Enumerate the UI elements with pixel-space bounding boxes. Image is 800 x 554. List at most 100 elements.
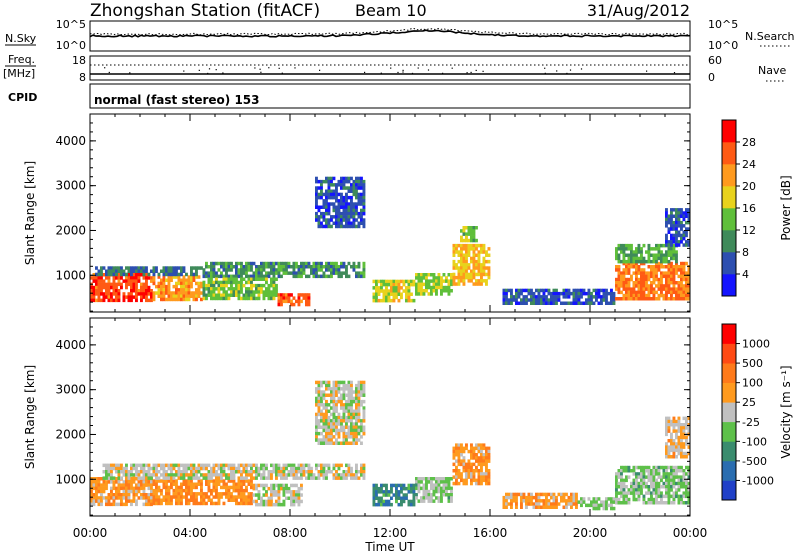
- power-cell: [682, 287, 686, 291]
- power-cell: [652, 281, 656, 285]
- power-cell: [617, 259, 621, 264]
- velocity-cell: [667, 439, 671, 443]
- velocity-cell: [457, 443, 461, 447]
- power-cell: [467, 279, 471, 283]
- velocity-cell: [327, 431, 331, 436]
- velocity-cell: [262, 486, 266, 491]
- power-cell: [300, 293, 303, 297]
- velocity-cell: [362, 383, 366, 388]
- velocity-cell: [290, 483, 293, 488]
- velocity-cell: [165, 482, 168, 486]
- velocity-cell: [185, 492, 188, 496]
- power-cell: [140, 282, 143, 287]
- velocity-cell: [265, 476, 268, 480]
- power-cell: [355, 208, 358, 213]
- velocity-cell: [480, 481, 483, 486]
- velocity-cell: [325, 428, 328, 433]
- velocity-cell: [670, 475, 673, 479]
- power-cell: [130, 276, 133, 280]
- velocity-cell: [537, 492, 541, 497]
- velocity-cell: [582, 497, 586, 501]
- power-cell: [325, 218, 328, 222]
- velocity-cell: [315, 380, 318, 385]
- power-cell: [397, 292, 401, 296]
- date-label: 31/Aug/2012: [587, 1, 690, 20]
- power-cell: [92, 298, 96, 303]
- velocity-cell: [105, 502, 108, 507]
- power-cell: [345, 202, 348, 206]
- power-cell: [207, 287, 211, 291]
- power-cell: [247, 296, 251, 301]
- nave-dot: [470, 71, 472, 74]
- power-cell: [600, 295, 603, 299]
- power-cell: [415, 292, 418, 296]
- power-cell: [685, 220, 688, 225]
- power-cell: [420, 273, 423, 277]
- velocity-cell: [450, 486, 453, 491]
- velocity-cell: [672, 442, 676, 446]
- power-cell: [670, 268, 673, 272]
- velocity-cell: [170, 479, 173, 483]
- velocity-cell: [192, 492, 196, 496]
- power-cell: [222, 290, 226, 294]
- velocity-cell: [327, 425, 331, 429]
- power-cell: [685, 271, 688, 275]
- velocity-cell: [687, 416, 690, 421]
- power-cell: [647, 247, 651, 251]
- power-cell: [552, 295, 556, 299]
- velocity-data-cells: [90, 380, 690, 511]
- power-cell: [112, 272, 116, 277]
- power-cell: [462, 282, 466, 286]
- power-cell: [547, 301, 551, 305]
- velocity-cell: [337, 466, 341, 471]
- velocity-cell: [345, 476, 348, 480]
- power-cell: [297, 299, 301, 304]
- power-cell: [620, 297, 623, 301]
- power-cell: [262, 274, 266, 279]
- velocity-cell: [255, 499, 258, 504]
- velocity-cell: [310, 476, 313, 480]
- power-cell: [155, 291, 158, 295]
- power-cell: [175, 266, 178, 270]
- power-cell: [462, 253, 466, 257]
- velocity-cell: [162, 479, 166, 483]
- power-cell: [652, 259, 656, 264]
- power-cell: [512, 298, 516, 302]
- velocity-cell: [232, 495, 236, 499]
- velocity-cell: [207, 488, 211, 493]
- velocity-cell: [652, 472, 656, 476]
- power-cell: [140, 289, 143, 293]
- velocity-cell: [437, 477, 441, 481]
- power-cell: [130, 279, 133, 283]
- power-cell: [510, 301, 513, 305]
- power-cell: [350, 224, 353, 229]
- velocity-cell: [470, 449, 473, 454]
- power-cell: [670, 253, 673, 257]
- velocity-cell: [597, 497, 601, 501]
- power-cell: [340, 224, 343, 229]
- velocity-cell: [255, 493, 258, 497]
- velocity-cell: [470, 453, 473, 457]
- velocity-cell: [130, 463, 133, 468]
- velocity-cell: [340, 396, 343, 401]
- power-cell: [97, 285, 101, 290]
- velocity-cell: [432, 483, 436, 487]
- velocity-cell: [285, 473, 288, 477]
- power-cell: [632, 281, 636, 285]
- power-cell: [610, 295, 613, 299]
- power-cell: [675, 281, 678, 285]
- velocity-cell: [125, 502, 128, 507]
- velocity-cell: [470, 472, 473, 476]
- velocity-cell: [230, 476, 233, 480]
- velocity-cell: [585, 503, 588, 508]
- velocity-cell: [187, 466, 191, 471]
- velocity-cell: [542, 505, 546, 509]
- power-cell: [630, 253, 633, 257]
- power-cell: [165, 272, 168, 277]
- velocity-cell: [335, 431, 338, 436]
- velocity-cell: [685, 419, 688, 424]
- power-cell: [537, 295, 541, 299]
- velocity-cell: [327, 403, 331, 407]
- velocity-cell: [677, 445, 681, 449]
- power-cell: [457, 243, 461, 248]
